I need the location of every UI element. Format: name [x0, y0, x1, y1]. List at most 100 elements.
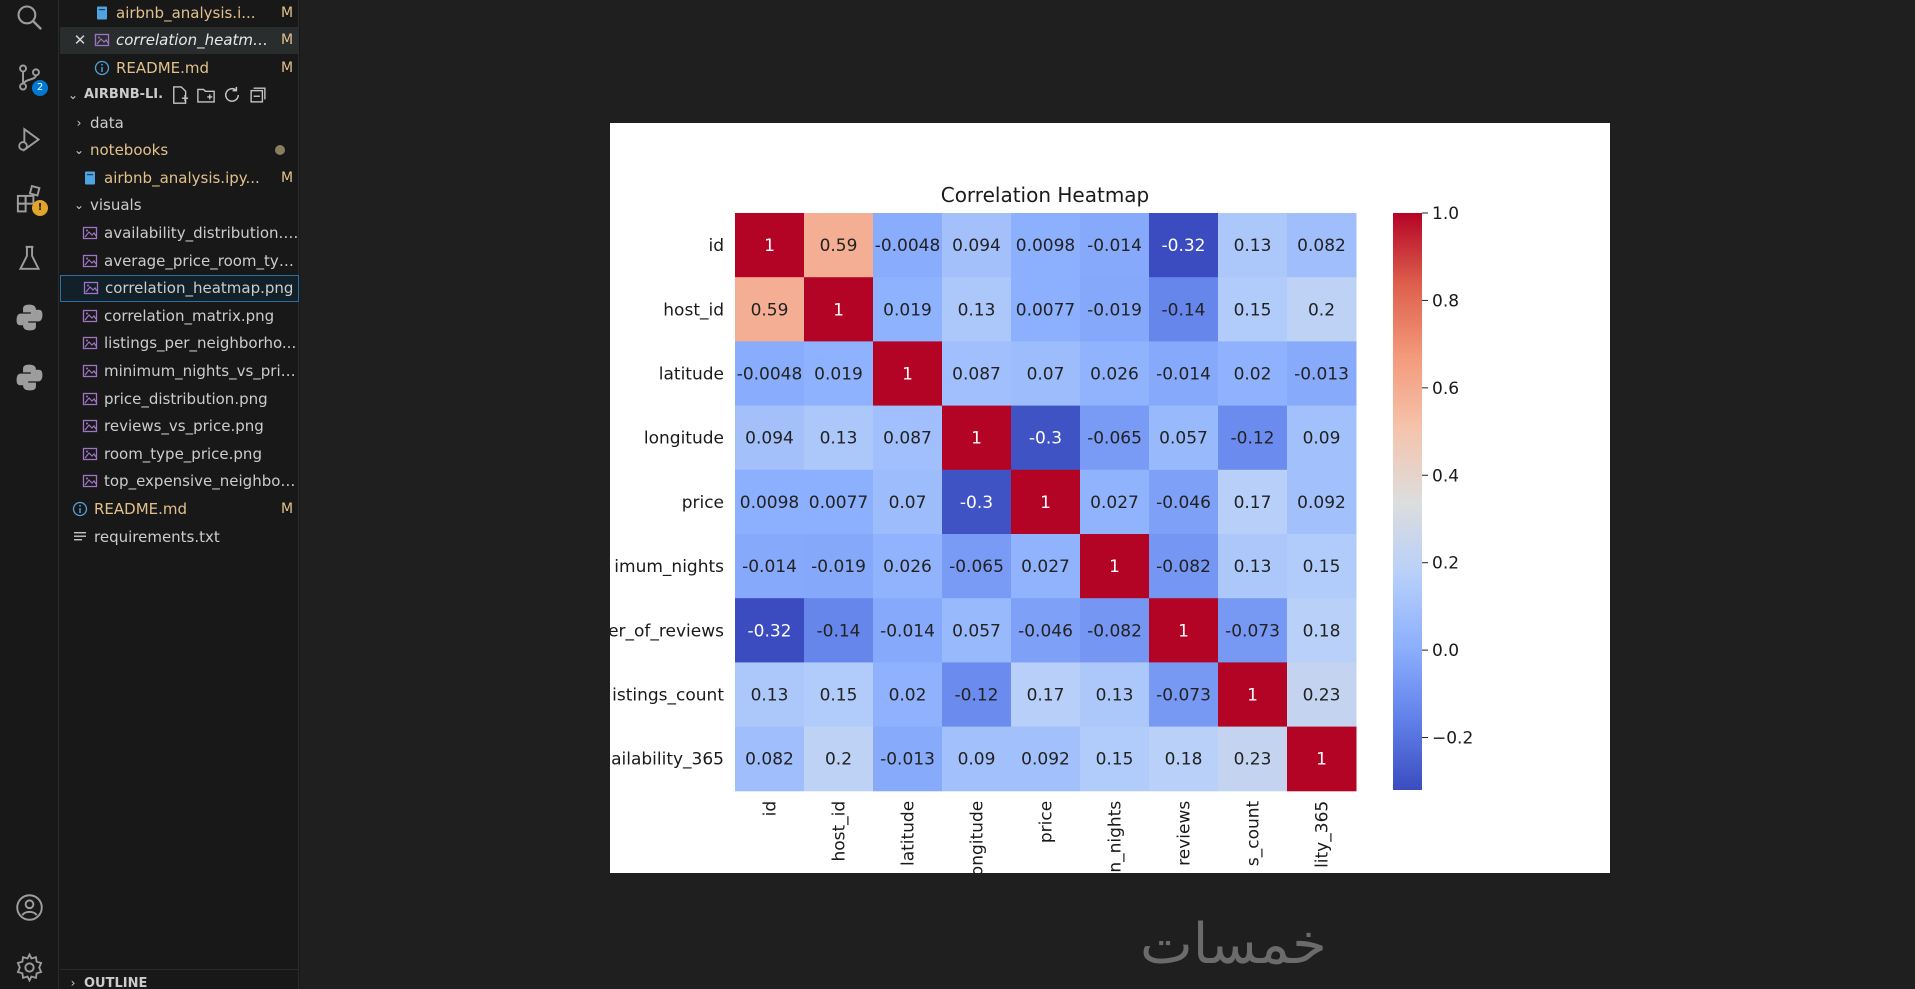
- tree-item-label: correlation_matrix.png: [104, 306, 275, 325]
- chevron-down-icon[interactable]: ⌄: [67, 87, 79, 102]
- col-tick-label: ongitude: [968, 801, 988, 873]
- tree-file[interactable]: average_price_room_typ...: [60, 247, 299, 274]
- collapse-all-icon[interactable]: [248, 85, 268, 105]
- cell-value-label: 0.17: [1027, 686, 1065, 706]
- source-control-icon[interactable]: [14, 62, 45, 93]
- tree-item-label: room_type_price.png: [104, 444, 262, 463]
- tree-file[interactable]: reviews_vs_price.png: [60, 413, 299, 440]
- row-tick-label: istings_count: [612, 686, 724, 706]
- heatmap-cell: [1080, 726, 1150, 792]
- outline-section-header: OUTLINE: [84, 975, 148, 989]
- heatmap-cell: [735, 726, 805, 792]
- cell-value-label: 1: [1247, 686, 1258, 706]
- new-folder-icon[interactable]: [196, 85, 216, 105]
- python-icon[interactable]: [14, 302, 45, 333]
- cell-value-label: 0.59: [751, 300, 789, 320]
- tree-item-label: correlation_heatmap.png: [105, 279, 294, 298]
- search-icon[interactable]: [14, 2, 45, 33]
- tree-item-label: data: [90, 113, 124, 132]
- cell-value-label: -0.073: [1225, 621, 1280, 641]
- open-editor-item[interactable]: ✕ correlation_heatmap.p... M: [60, 26, 299, 54]
- cell-value-label: 0.18: [1165, 750, 1203, 770]
- outline-header[interactable]: › OUTLINE: [60, 969, 299, 989]
- cell-value-label: -0.013: [1294, 365, 1349, 385]
- new-file-icon[interactable]: [170, 85, 190, 105]
- run-debug-icon[interactable]: [14, 124, 45, 155]
- cell-value-label: 1: [1040, 493, 1051, 513]
- cell-value-label: 0.09: [958, 750, 996, 770]
- tree-folder[interactable]: › data: [60, 109, 299, 136]
- chevron-right-icon[interactable]: ›: [70, 976, 76, 989]
- tree-file[interactable]: correlation_heatmap.png: [60, 274, 299, 302]
- open-editor-item[interactable]: README.md M: [60, 54, 299, 81]
- heatmap-cell: [1011, 534, 1081, 599]
- heatmap-cell: [735, 662, 805, 728]
- cell-value-label: 0.09: [1303, 429, 1341, 449]
- image-preview: Correlation Heatmap 1 0.59 -0.0048 0.094 0.0…: [610, 123, 1610, 873]
- heatmap-cell: [942, 662, 1012, 728]
- modified-badge: M: [280, 4, 294, 21]
- cell-value-label: 0.13: [958, 300, 996, 320]
- tree-file[interactable]: correlation_matrix.png: [60, 302, 299, 329]
- heatmap-cell: [1011, 598, 1081, 663]
- heatmap-cell: [873, 213, 943, 278]
- cell-value-label: 0.15: [1234, 300, 1272, 320]
- extensions-icon[interactable]: [14, 183, 45, 214]
- heatmap-cell: [942, 213, 1012, 278]
- tree-item-label: availability_distribution.p...: [104, 223, 299, 242]
- account-icon[interactable]: [14, 892, 45, 923]
- heatmap-cell: [873, 277, 943, 342]
- cell-value-label: 0.2: [1308, 300, 1335, 320]
- close-icon[interactable]: ✕: [73, 31, 87, 49]
- tree-file[interactable]: airbnb_analysis.ipy... M: [60, 164, 299, 191]
- cell-value-label: 0.23: [1234, 750, 1272, 770]
- chevron-down-icon[interactable]: ⌄: [73, 198, 85, 213]
- chevron-right-icon[interactable]: ›: [76, 115, 82, 130]
- open-editor-label: airbnb_analysis.i...: [116, 3, 256, 22]
- cell-value-label: 0.094: [745, 429, 794, 449]
- heatmap-cell: [942, 598, 1012, 663]
- cell-value-label: 0.082: [745, 750, 794, 770]
- tree-item-label: README.md: [94, 499, 188, 518]
- tree-file[interactable]: top_expensive_neighbou...: [60, 468, 299, 495]
- cell-value-label: 0.02: [1234, 365, 1272, 385]
- heatmap-cell: [1287, 598, 1357, 663]
- python-env-icon[interactable]: [14, 362, 45, 393]
- chevron-down-icon[interactable]: ⌄: [73, 143, 85, 158]
- tree-file[interactable]: requirements.txt: [60, 523, 299, 550]
- open-editor-item[interactable]: airbnb_analysis.i... M: [60, 0, 299, 26]
- heatmap-cell: [1287, 726, 1357, 792]
- workspace-header[interactable]: ⌄ AIRBNB-LI...: [60, 81, 299, 108]
- cell-value-label: -0.14: [817, 621, 861, 641]
- heatmap-cell: [1149, 726, 1219, 792]
- cell-value-label: 0.019: [883, 300, 932, 320]
- tree-file[interactable]: minimum_nights_vs_pric...: [60, 357, 299, 384]
- heatmap-cell: [1149, 341, 1219, 407]
- correlation-heatmap-chart: Correlation Heatmap 1 0.59 -0.0048 0.094 0.0…: [610, 183, 1473, 873]
- cell-value-label: 0.23: [1303, 686, 1341, 706]
- settings-gear-icon[interactable]: [14, 952, 45, 983]
- tree-file[interactable]: README.md M: [60, 495, 299, 522]
- tree-file[interactable]: listings_per_neighborho...: [60, 330, 299, 357]
- refresh-icon[interactable]: [222, 85, 242, 105]
- testing-icon[interactable]: [14, 243, 45, 274]
- heatmap-cell: [1011, 726, 1081, 792]
- colorbar-tick-label: 0.8: [1432, 291, 1459, 311]
- heatmap-cell: [804, 277, 874, 342]
- tree-file[interactable]: availability_distribution.p...: [60, 219, 299, 246]
- cell-value-label: 0.17: [1234, 493, 1272, 513]
- col-tick-label: lity_365: [1313, 801, 1333, 868]
- cell-value-label: -0.013: [880, 750, 935, 770]
- col-tick-label: n_nights: [1106, 801, 1126, 873]
- heatmap-cell: [1011, 662, 1081, 728]
- heatmap-cell: [1149, 598, 1219, 663]
- tree-file[interactable]: price_distribution.png: [60, 385, 299, 412]
- cell-value-label: -0.014: [880, 621, 935, 641]
- cell-value-label: -0.014: [1156, 365, 1211, 385]
- cell-value-label: 0.07: [889, 493, 927, 513]
- heatmap-cell: [1149, 405, 1219, 471]
- tree-file[interactable]: room_type_price.png: [60, 440, 299, 467]
- tree-folder[interactable]: ⌄ notebooks: [60, 137, 299, 164]
- heatmap-cell: [1080, 405, 1150, 471]
- tree-folder[interactable]: ⌄ visuals: [60, 192, 299, 219]
